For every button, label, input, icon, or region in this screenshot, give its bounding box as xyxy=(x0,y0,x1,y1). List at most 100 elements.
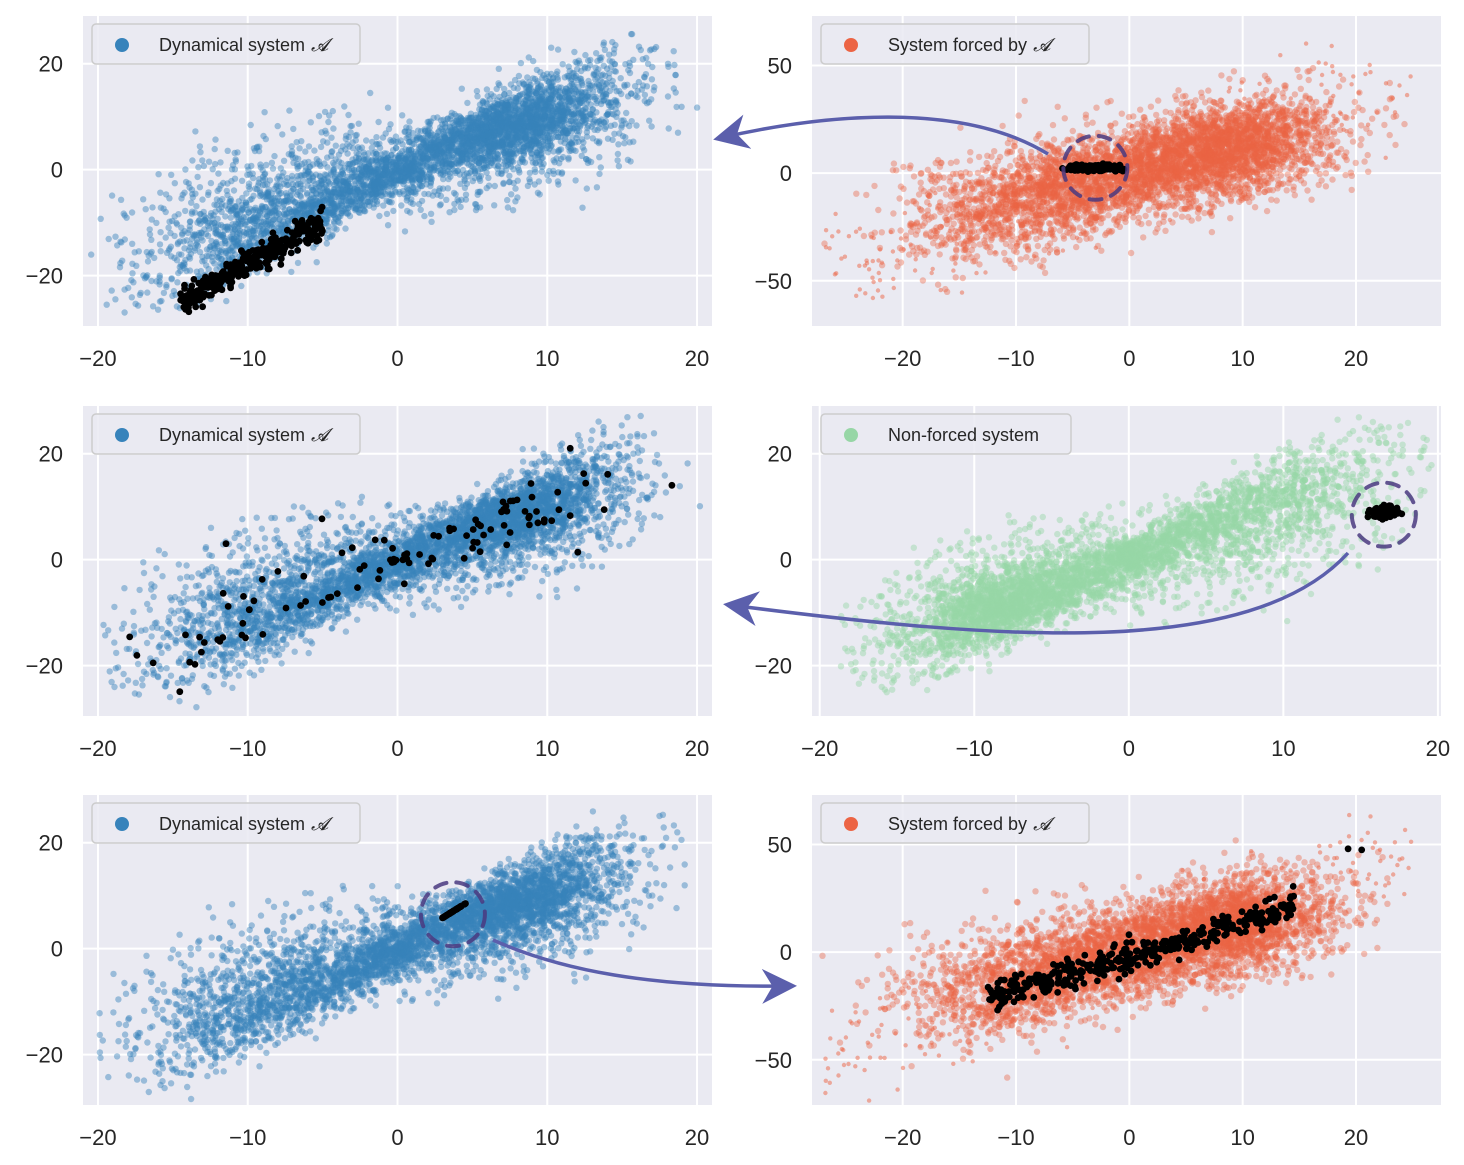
attractor-point xyxy=(345,111,352,119)
attractor-point xyxy=(439,185,447,192)
attractor-point xyxy=(148,236,155,243)
attractor-point xyxy=(541,107,548,114)
attractor-point xyxy=(386,161,393,169)
attractor-point xyxy=(398,168,406,176)
attractor-point xyxy=(307,119,314,126)
attractor-point xyxy=(512,185,519,192)
attractor-point xyxy=(129,240,136,247)
attractor-point xyxy=(368,144,375,152)
attractor-point xyxy=(505,111,512,119)
attractor-point xyxy=(426,124,433,132)
y-tick-label: −20 xyxy=(26,264,63,289)
attractor-point xyxy=(413,136,420,144)
attractor-point xyxy=(469,151,477,158)
attractor-point xyxy=(345,201,353,209)
attractor-point xyxy=(132,300,139,307)
attractor-point xyxy=(365,161,372,169)
attractor-point xyxy=(478,106,485,113)
attractor-point xyxy=(422,137,429,144)
attractor-point xyxy=(330,125,337,132)
attractor-point xyxy=(286,107,293,114)
attractor-point xyxy=(503,102,510,109)
attractor-point xyxy=(173,257,181,264)
attractor-point xyxy=(330,167,337,174)
attractor-point xyxy=(455,118,462,125)
attractor-point xyxy=(378,192,385,199)
attractor-point xyxy=(548,70,555,78)
attractor-point xyxy=(532,144,539,151)
attractor-point xyxy=(493,127,500,134)
attractor-point xyxy=(452,169,459,177)
attractor-point xyxy=(400,177,408,184)
attractor-point xyxy=(371,181,378,188)
attractor-point xyxy=(194,173,201,181)
attractor-point xyxy=(353,173,360,180)
attractor-point xyxy=(238,282,245,290)
attractor-point xyxy=(355,179,362,187)
attractor-point xyxy=(313,186,320,193)
attractor-point xyxy=(233,241,240,248)
attractor-point xyxy=(648,123,655,130)
attractor-point xyxy=(169,217,176,225)
attractor-point xyxy=(459,144,466,152)
attractor-point xyxy=(384,155,391,162)
attractor-point xyxy=(642,71,650,78)
attractor-point xyxy=(345,164,352,172)
attractor-point xyxy=(538,123,546,130)
attractor-point xyxy=(581,65,588,72)
attractor-point xyxy=(489,126,496,134)
attractor-point xyxy=(469,177,476,185)
attractor-point xyxy=(611,46,618,53)
attractor-point xyxy=(601,46,609,53)
attractor-point xyxy=(513,98,520,106)
attractor-point xyxy=(568,140,575,147)
attractor-point xyxy=(186,255,194,262)
attractor-point xyxy=(406,118,413,125)
attractor-point xyxy=(240,206,247,213)
highlight-point xyxy=(258,238,266,246)
attractor-point xyxy=(375,165,382,172)
attractor-point xyxy=(437,135,445,142)
attractor-point xyxy=(341,103,348,110)
attractor-point xyxy=(436,141,443,149)
attractor-point xyxy=(208,237,215,245)
attractor-point xyxy=(561,101,569,109)
attractor-point xyxy=(582,104,589,112)
attractor-point xyxy=(409,172,417,180)
attractor-point xyxy=(606,87,614,95)
attractor-point xyxy=(639,56,646,63)
attractor-point xyxy=(394,177,402,184)
attractor-point xyxy=(416,176,423,183)
attractor-point xyxy=(478,147,485,154)
attractor-point xyxy=(245,166,252,173)
attractor-point xyxy=(166,195,173,202)
attractor-point xyxy=(483,131,491,138)
highlight-point xyxy=(185,308,193,316)
attractor-point xyxy=(255,222,262,230)
attractor-point xyxy=(567,125,574,132)
attractor-point xyxy=(199,253,206,261)
attractor-point xyxy=(645,99,652,106)
attractor-point xyxy=(502,101,509,109)
attractor-point xyxy=(419,153,426,160)
attractor-point xyxy=(347,129,354,136)
attractor-point xyxy=(537,160,544,168)
attractor-point xyxy=(188,235,196,242)
attractor-point xyxy=(554,133,562,140)
attractor-point xyxy=(393,161,400,169)
attractor-point xyxy=(587,101,594,108)
attractor-point xyxy=(578,97,585,105)
attractor-point xyxy=(574,96,581,103)
attractor-point xyxy=(327,152,335,160)
attractor-point xyxy=(472,135,479,142)
attractor-point xyxy=(224,191,231,199)
attractor-point xyxy=(191,244,199,252)
attractor-point xyxy=(331,210,338,217)
attractor-point xyxy=(386,157,393,164)
attractor-point xyxy=(603,91,610,98)
x-tick-label: −10 xyxy=(997,346,1034,371)
attractor-point xyxy=(492,115,499,122)
attractor-point xyxy=(533,89,540,97)
highlight-point xyxy=(296,225,303,233)
attractor-point xyxy=(219,231,227,238)
